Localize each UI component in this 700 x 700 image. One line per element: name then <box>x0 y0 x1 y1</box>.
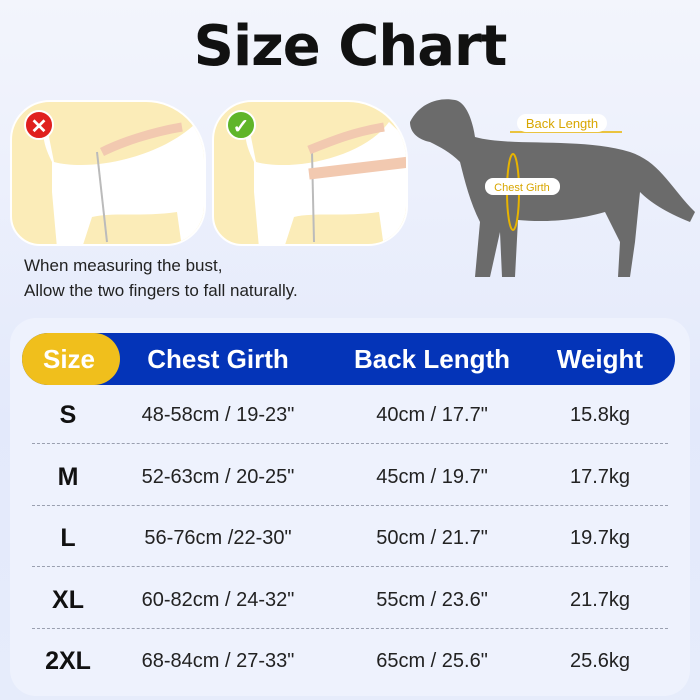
table-row: S 48-58cm / 19-23" 40cm / 17.7" 15.8kg <box>10 396 690 436</box>
table-row: 2XL 68-84cm / 27-33" 65cm / 25.6" 25.6kg <box>10 642 690 682</box>
size-cell: S <box>59 401 77 429</box>
size-cell: M <box>57 462 79 491</box>
page-title: Size Chart <box>193 14 508 79</box>
incorrect-measure-photo: ✕ <box>10 100 206 246</box>
weight-cell: 25.6kg <box>569 650 631 672</box>
back-length-cell: 65cm / 25.6" <box>376 650 488 672</box>
weight-cell: 15.8kg <box>569 404 631 426</box>
measuring-note: When measuring the bust, Allow the two f… <box>24 253 298 303</box>
row-divider <box>32 566 668 567</box>
mannequin-dog-illustration <box>43 122 204 244</box>
header-back-length: Back Length <box>353 344 511 374</box>
row-divider <box>32 627 668 629</box>
weight-cell: 19.7kg <box>569 527 631 549</box>
back-length-cell: 55cm / 23.6" <box>376 588 488 611</box>
chest-girth-cell: 60-82cm / 24-32" <box>141 588 295 611</box>
back-length-cell: 45cm / 19.7" <box>376 465 488 488</box>
header-chest-girth: Chest Girth <box>147 344 289 374</box>
weight-cell: 21.7kg <box>569 588 631 611</box>
back-length-cell: 40cm / 17.7" <box>376 404 488 426</box>
header-weight: Weight <box>556 344 644 374</box>
size-table: Size Chest Girth Back Length Weight S 48-… <box>10 318 690 696</box>
table-header: Size Chest Girth Back Length Weight <box>22 333 675 385</box>
dog-silhouette-diagram: Back Length Chest Girth <box>410 99 695 277</box>
note-line: When measuring the bust, <box>24 256 223 275</box>
row-divider <box>32 443 668 444</box>
note-line: Allow the two fingers to fall naturally. <box>24 281 298 300</box>
size-header-pill <box>22 333 120 385</box>
table-row: XL 60-82cm / 24-32" 55cm / 23.6" 21.7kg <box>10 581 690 621</box>
chest-girth-label: Chest Girth <box>494 182 550 194</box>
back-length-cell: 50cm / 21.7" <box>376 527 488 549</box>
x-icon: ✕ <box>24 110 54 140</box>
correct-measure-photo: ✓ <box>212 100 408 246</box>
chest-girth-cell: 56-76cm /22-30" <box>144 527 292 549</box>
size-cell: L <box>60 524 76 552</box>
size-cell: XL <box>52 585 84 614</box>
row-divider <box>32 504 668 506</box>
chest-girth-cell: 52-63cm / 20-25" <box>141 465 295 488</box>
chest-girth-cell: 68-84cm / 27-33" <box>141 650 295 672</box>
header-size: Size <box>42 344 96 374</box>
check-icon: ✓ <box>226 110 256 140</box>
size-cell: 2XL <box>45 647 91 675</box>
mannequin-dog-illustration <box>245 122 406 244</box>
table-row: M 52-63cm / 20-25" 45cm / 19.7" 17.7kg <box>10 458 690 498</box>
table-row: L 56-76cm /22-30" 50cm / 21.7" 19.7kg <box>10 519 690 559</box>
weight-cell: 17.7kg <box>569 465 631 488</box>
chest-girth-cell: 48-58cm / 19-23" <box>141 404 295 426</box>
back-length-label: Back Length <box>526 116 598 131</box>
